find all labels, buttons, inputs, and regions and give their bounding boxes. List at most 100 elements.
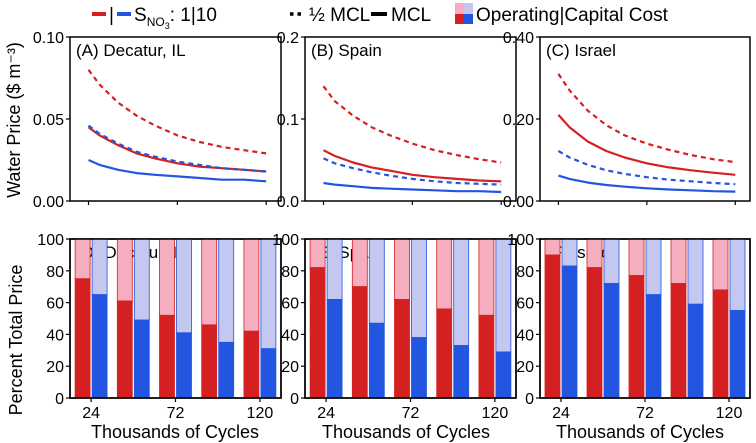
y-tick-label: 0.0 <box>277 194 299 211</box>
series-line-mcl-red <box>557 114 736 176</box>
panel-b-spain-price: (B) Spain 0.0 0.1 0.2 <box>277 30 517 211</box>
legend-cost-label: Operating|Capital Cost <box>476 5 669 26</box>
y-tick-label: 100 <box>272 232 299 249</box>
y-tick-label: 0.10 <box>33 30 64 47</box>
bar-operating-s10 <box>687 303 704 399</box>
legend-swatch-pink <box>455 3 464 14</box>
bar-capital-s1 <box>628 238 645 276</box>
x-tick-label: 120 <box>716 405 743 422</box>
series-line-mcl-blue <box>323 181 502 194</box>
bar-operating-s1 <box>243 330 260 399</box>
bar-capital-s1 <box>712 238 729 291</box>
bar-operating-s1 <box>628 275 645 399</box>
legend-swatch-blue <box>464 14 473 24</box>
bar-capital-s10 <box>453 238 470 346</box>
legend-swatch-red <box>455 14 464 24</box>
panel-title: (A) Decatur, IL <box>76 41 186 60</box>
bar-capital-s10 <box>411 238 427 338</box>
bar-capital-s10 <box>729 238 746 311</box>
series-line-mcl-blue <box>558 174 736 193</box>
legend-half-mcl: ½ MCL <box>309 5 370 26</box>
bar-operating-s10 <box>603 283 620 399</box>
y-tick-label: 0.00 <box>503 194 534 211</box>
legend-cost-swatch <box>455 3 473 24</box>
x-tick-label: 120 <box>482 405 509 422</box>
bar-operating-s10 <box>729 310 746 399</box>
y-tick-label: 20 <box>516 359 534 376</box>
bar-capital-s10 <box>133 238 150 321</box>
series-line-mcl-blue <box>88 158 267 183</box>
bar-operating-s10 <box>453 345 470 399</box>
bar-operating-s10 <box>218 341 235 399</box>
panel-title: (B) Spain <box>311 41 382 60</box>
series-line-half-mcl-red <box>322 85 502 164</box>
legend-swatch-lavender <box>464 3 473 14</box>
y-tick-label: 20 <box>281 359 299 376</box>
bar-capital-s1 <box>74 238 91 280</box>
panel-c-israel-price: (C) Israel 0.00 0.20 0.40 <box>503 30 751 211</box>
bar-operating-s1 <box>586 267 603 399</box>
series-line-half-mcl-red <box>557 73 736 164</box>
y-tick-label: 0.00 <box>33 194 64 211</box>
y-tick-label: 0.05 <box>33 112 64 129</box>
y-tick-label: 0.40 <box>503 30 534 47</box>
bar-capital-s10 <box>495 238 512 353</box>
bar-capital-s10 <box>218 238 235 343</box>
panel-a-decatur-price: (A) Decatur, IL 0.00 0.05 0.10 <box>33 30 282 211</box>
y-tick-label: 0.2 <box>277 30 299 47</box>
bar-capital-s1 <box>309 238 326 269</box>
series-line-mcl-red <box>322 149 502 183</box>
bar-operating-s10 <box>133 319 150 399</box>
bar-operating-s10 <box>176 332 192 399</box>
y-tick-label: 60 <box>281 296 299 313</box>
legend-pipe: | <box>109 5 114 26</box>
bar-operating-s1 <box>544 254 561 399</box>
bar-capital-s1 <box>544 238 561 256</box>
bar-operating-s1 <box>478 314 495 399</box>
bar-capital-s10 <box>645 238 662 296</box>
series-line-half-mcl-blue <box>557 150 736 186</box>
y-tick-label: 80 <box>281 264 299 281</box>
panel-title: (C) Israel <box>546 41 616 60</box>
bar-operating-s10 <box>326 299 343 399</box>
bar-capital-s10 <box>326 238 343 300</box>
y-tick-label: 40 <box>46 327 64 344</box>
bar-capital-s10 <box>260 238 277 350</box>
y-tick-label: 0 <box>55 391 64 408</box>
xlabel-f: Thousands of Cycles <box>556 422 724 442</box>
bar-capital-s1 <box>394 238 410 300</box>
bar-operating-s10 <box>411 337 427 399</box>
bar-capital-s1 <box>116 238 133 302</box>
y-tick-label: 20 <box>46 359 64 376</box>
y-tick-label: 100 <box>37 232 64 249</box>
bar-capital-s10 <box>561 238 578 267</box>
bar-capital-s1 <box>201 238 218 326</box>
plot-frame-top <box>69 238 282 399</box>
y-tick-label: 100 <box>507 232 534 249</box>
panel-d-decatur-percent: (D) Decatur, IL0204060801002472120 <box>37 232 282 422</box>
series-line-half-mcl-red <box>87 69 267 155</box>
bar-operating-s10 <box>91 294 108 399</box>
legend-mcl: MCL <box>391 5 431 26</box>
y-tick-label: 80 <box>46 264 64 281</box>
bar-operating-s10 <box>645 294 662 399</box>
legend: | SNO3: 1|10 ½ MCL MCL Operating|Capital… <box>92 3 669 31</box>
bar-operating-s1 <box>116 300 133 399</box>
x-tick-label: 24 <box>82 405 100 422</box>
bar-capital-s1 <box>436 238 453 310</box>
y-tick-label: 0 <box>525 391 534 408</box>
bar-capital-s1 <box>478 238 495 316</box>
series-line-half-mcl-blue <box>323 157 502 186</box>
bar-operating-s10 <box>260 348 277 399</box>
bar-operating-s10 <box>495 351 512 399</box>
y-tick-label: 40 <box>281 327 299 344</box>
y-tick-label: 60 <box>516 296 534 313</box>
bar-capital-s1 <box>586 238 603 269</box>
xlabel-d: Thousands of Cycles <box>91 422 259 442</box>
bar-capital-s10 <box>176 238 192 334</box>
bar-operating-s1 <box>159 314 175 399</box>
y-tick-label: 0.20 <box>503 112 534 129</box>
